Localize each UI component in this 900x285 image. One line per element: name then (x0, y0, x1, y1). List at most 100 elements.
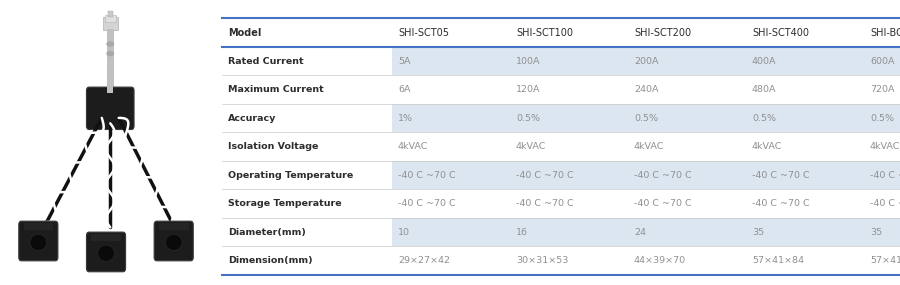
Text: 35: 35 (870, 228, 882, 237)
Text: 0.5%: 0.5% (752, 114, 776, 123)
Bar (222, 103, 392, 132)
Bar (392, 189, 510, 217)
Ellipse shape (166, 234, 182, 251)
Bar (864, 217, 900, 246)
Bar (864, 103, 900, 132)
Bar (746, 132, 864, 160)
Bar (510, 103, 628, 132)
Text: Storage Temperature: Storage Temperature (228, 199, 342, 208)
Text: SHI-SCT100: SHI-SCT100 (516, 28, 573, 38)
Text: 4kVAC: 4kVAC (516, 142, 546, 151)
Bar (23, 223, 53, 230)
Text: -40 C ~70 C: -40 C ~70 C (870, 199, 900, 208)
Text: Accuracy: Accuracy (228, 114, 276, 123)
Bar (628, 189, 746, 217)
Bar (392, 246, 510, 274)
Bar (392, 75, 510, 103)
Text: -40 C ~70 C: -40 C ~70 C (752, 171, 810, 180)
Text: Rated Current: Rated Current (228, 57, 303, 66)
Text: -40 C ~70 C: -40 C ~70 C (516, 171, 573, 180)
Text: 0.5%: 0.5% (634, 114, 658, 123)
Text: 1%: 1% (398, 114, 413, 123)
Text: 120A: 120A (516, 85, 541, 94)
Bar (392, 132, 510, 160)
Text: 4kVAC: 4kVAC (634, 142, 664, 151)
Bar (105, 15, 115, 22)
Text: Isolation Voltage: Isolation Voltage (228, 142, 319, 151)
Bar (222, 217, 392, 246)
Bar (864, 75, 900, 103)
Bar (222, 189, 392, 217)
Bar (510, 246, 628, 274)
Bar (222, 18, 900, 46)
Bar (107, 85, 113, 93)
Text: -40 C ~70 C: -40 C ~70 C (752, 199, 810, 208)
Text: 29×27×42: 29×27×42 (398, 256, 450, 265)
Text: -40 C ~70 C: -40 C ~70 C (398, 199, 455, 208)
Text: 6A: 6A (398, 85, 410, 94)
Bar (746, 189, 864, 217)
Bar (746, 160, 864, 189)
Text: SHI-BCT600: SHI-BCT600 (870, 28, 900, 38)
Text: 10: 10 (398, 228, 410, 237)
Text: Dimension(mm): Dimension(mm) (228, 256, 312, 265)
FancyBboxPatch shape (19, 221, 58, 261)
Bar (628, 132, 746, 160)
Text: 5A: 5A (398, 57, 410, 66)
Bar (91, 234, 121, 241)
Text: 600A: 600A (870, 57, 895, 66)
Bar (864, 189, 900, 217)
Text: Maximum Current: Maximum Current (228, 85, 324, 94)
Bar (864, 46, 900, 75)
Text: 100A: 100A (516, 57, 541, 66)
Text: 240A: 240A (634, 85, 659, 94)
Bar (392, 103, 510, 132)
Text: 400A: 400A (752, 57, 777, 66)
Text: 16: 16 (516, 228, 528, 237)
Bar (222, 46, 392, 75)
Text: SHI-SCT400: SHI-SCT400 (752, 28, 809, 38)
Text: 4kVAC: 4kVAC (752, 142, 782, 151)
Bar (628, 160, 746, 189)
Bar (103, 17, 118, 30)
Bar (628, 217, 746, 246)
Text: 4kVAC: 4kVAC (398, 142, 428, 151)
Text: 57×41×84: 57×41×84 (870, 256, 900, 265)
Ellipse shape (30, 234, 47, 251)
FancyBboxPatch shape (86, 87, 134, 129)
Ellipse shape (106, 41, 114, 47)
Text: 720A: 720A (870, 85, 895, 94)
Text: Diameter(mm): Diameter(mm) (228, 228, 306, 237)
Bar (864, 246, 900, 274)
Bar (392, 217, 510, 246)
Bar (746, 246, 864, 274)
Bar (746, 75, 864, 103)
Bar (510, 160, 628, 189)
Bar (746, 103, 864, 132)
Text: 0.5%: 0.5% (870, 114, 894, 123)
Bar (864, 160, 900, 189)
Bar (510, 132, 628, 160)
Ellipse shape (106, 51, 114, 56)
Text: Model: Model (228, 28, 261, 38)
Text: Operating Temperature: Operating Temperature (228, 171, 353, 180)
Bar (628, 246, 746, 274)
Bar (628, 103, 746, 132)
Text: 44×39×70: 44×39×70 (634, 256, 686, 265)
FancyBboxPatch shape (86, 232, 126, 272)
Bar (510, 75, 628, 103)
Bar (746, 46, 864, 75)
Bar (159, 223, 188, 230)
Bar (510, 189, 628, 217)
Text: SHI-SCT200: SHI-SCT200 (634, 28, 691, 38)
Bar (510, 46, 628, 75)
Text: -40 C ~70 C: -40 C ~70 C (516, 199, 573, 208)
Ellipse shape (97, 245, 114, 262)
Text: 480A: 480A (752, 85, 777, 94)
Bar (108, 11, 112, 17)
FancyBboxPatch shape (154, 221, 194, 261)
Text: -40 C ~70 C: -40 C ~70 C (634, 199, 691, 208)
Text: 35: 35 (752, 228, 764, 237)
Text: 24: 24 (634, 228, 646, 237)
Bar (222, 75, 392, 103)
